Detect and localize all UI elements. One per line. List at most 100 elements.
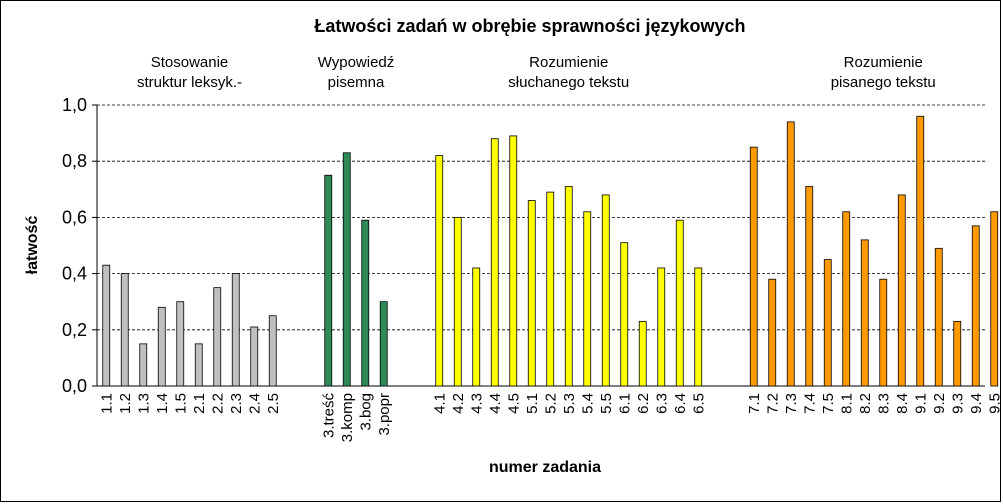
group-label: struktur leksyk.-: [137, 74, 242, 91]
bar: [638, 320, 647, 387]
x-tick-label: 5.3: [561, 393, 578, 414]
x-tick-label: 1.5: [172, 393, 189, 414]
x-tick-label: 1.4: [154, 393, 171, 414]
y-tick-label: 0,8: [62, 151, 87, 171]
bar: [934, 247, 943, 387]
x-tick-label: 1.1: [98, 393, 115, 414]
bar: [823, 259, 832, 387]
x-tick-label: 4.2: [450, 393, 467, 414]
y-tick-label: 0,0: [62, 376, 87, 396]
bar: [231, 273, 240, 387]
x-tick-label: 3.popr: [376, 393, 393, 436]
bar: [657, 267, 666, 387]
bar: [490, 138, 499, 387]
x-tick-label: 1.2: [117, 393, 134, 414]
x-tick-label: 5.2: [542, 393, 559, 414]
x-tick-label: 9.5: [986, 393, 1003, 414]
group-label: Wypowiedź: [318, 54, 395, 71]
y-tick-label: 0,6: [62, 207, 87, 227]
x-tick-label: 9.4: [968, 393, 985, 414]
group-label: Rozumienie: [844, 54, 923, 71]
x-tick-label: 7.5: [820, 393, 837, 414]
x-tick-label: 8.1: [838, 393, 855, 414]
x-tick-label: 9.3: [949, 393, 966, 414]
chart-title: Łatwości zadań w obrębie sprawności języ…: [314, 16, 745, 36]
bar: [786, 121, 795, 387]
y-tick-label: 1,0: [62, 95, 87, 115]
bar: [916, 115, 925, 387]
x-tick-label: 2.5: [265, 393, 282, 414]
x-tick-label: 8.4: [894, 393, 911, 414]
bar: [268, 315, 277, 387]
bar: [527, 200, 536, 387]
y-tick-label: 0,2: [62, 320, 87, 340]
bar: [546, 191, 555, 387]
bar: [139, 343, 148, 387]
x-tick-label: 2.4: [246, 393, 263, 414]
bar: [601, 194, 610, 387]
x-tick-label: 8.3: [875, 393, 892, 414]
bar: [675, 219, 684, 387]
group-label: pisemna: [328, 74, 385, 91]
x-tick-label: 6.5: [690, 393, 707, 414]
bar: [213, 287, 222, 387]
bar: [564, 186, 573, 387]
group-label: Stosowanie: [151, 54, 229, 71]
bar: [990, 211, 999, 387]
x-tick-label: 6.1: [616, 393, 633, 414]
y-axis-label: łatwość: [24, 216, 41, 275]
bar: [509, 135, 518, 387]
x-tick-label: 6.2: [635, 393, 652, 414]
bar: [379, 301, 388, 387]
bar: [620, 242, 629, 387]
bar: [342, 152, 351, 387]
plot-area: 0,00,20,40,60,81,01.1 1.2 1.3 1.4 1.5 2.1 2.2 2…: [62, 54, 1003, 442]
x-tick-label: 1.3: [135, 393, 152, 414]
bar: [453, 216, 462, 387]
x-tick-label: 7.1: [746, 393, 763, 414]
bar: [583, 211, 592, 387]
x-tick-label: 4.3: [468, 393, 485, 414]
x-tick-label: 9.1: [912, 393, 929, 414]
bar: [250, 326, 259, 387]
x-tick-label: 7.2: [764, 393, 781, 414]
group-label: Rozumienie: [529, 54, 608, 71]
x-tick-label: 2.1: [191, 393, 208, 414]
x-tick-label: 3.bog: [357, 393, 374, 431]
bar: [102, 264, 111, 387]
group-label: pisanego tekstu: [831, 74, 936, 91]
x-tick-label: 3.treść: [320, 393, 337, 439]
group-label: słuchanego tekstu: [508, 74, 629, 91]
x-tick-label: 9.2: [931, 393, 948, 414]
bar: [435, 155, 444, 387]
x-tick-label: 8.2: [857, 393, 874, 414]
x-tick-label: 5.5: [598, 393, 615, 414]
x-tick-label: 6.3: [653, 393, 670, 414]
x-tick-label: 4.1: [431, 393, 448, 414]
bar: [879, 278, 888, 387]
bar: [749, 146, 758, 387]
bar: [157, 306, 166, 387]
x-tick-label: 4.4: [487, 393, 504, 414]
bar: [953, 320, 962, 387]
x-tick-label: 6.4: [672, 393, 689, 414]
x-tick-label: 2.3: [228, 393, 245, 414]
x-tick-label: 7.3: [783, 393, 800, 414]
bar: [472, 267, 481, 387]
bar: [842, 211, 851, 387]
x-tick-label: 4.5: [505, 393, 522, 414]
bar: [176, 301, 185, 387]
bar: [768, 278, 777, 387]
bar: [361, 219, 370, 387]
bar: [805, 186, 814, 387]
bar: [324, 174, 333, 387]
x-tick-label: 2.2: [209, 393, 226, 414]
bar: [694, 267, 703, 387]
bar: [194, 343, 203, 387]
bar: [860, 239, 869, 387]
x-tick-label: 3.komp: [339, 393, 356, 442]
bar: [897, 194, 906, 387]
x-tick-label: 7.4: [801, 393, 818, 414]
